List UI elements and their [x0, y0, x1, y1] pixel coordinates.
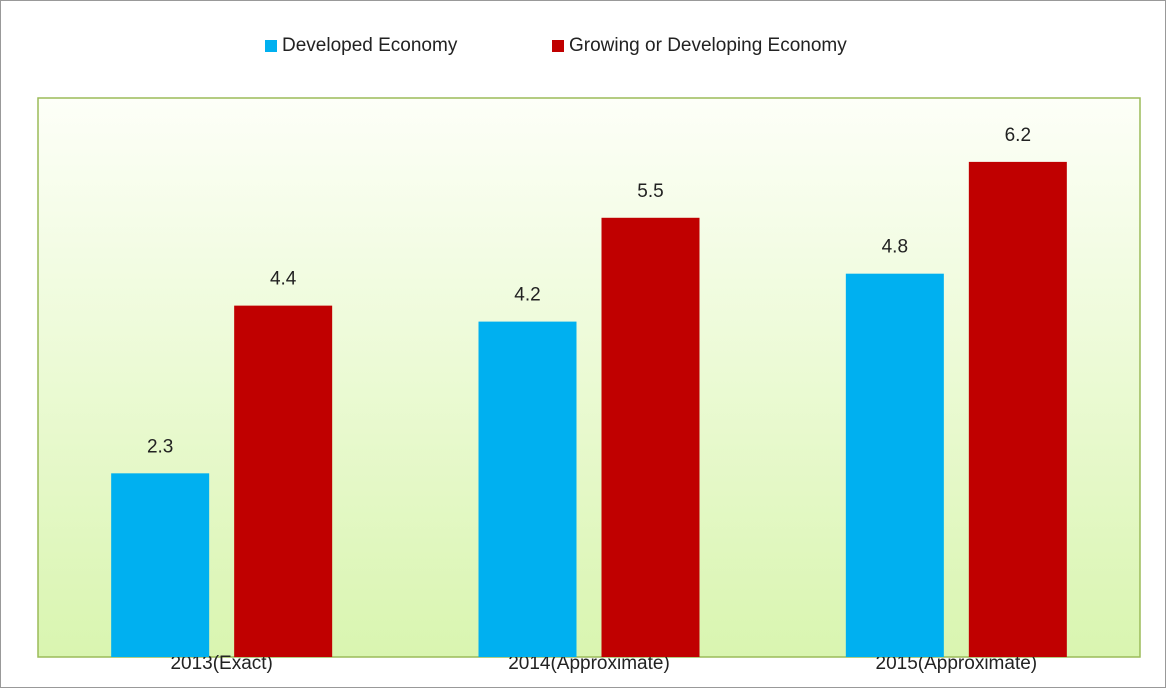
- value-label: 5.5: [637, 181, 663, 202]
- plot-area: [37, 97, 1141, 658]
- value-label: 4.2: [514, 285, 540, 306]
- bar: [845, 273, 944, 657]
- legend-swatch: [552, 40, 564, 52]
- legend-label: Growing or Developing Economy: [569, 35, 847, 56]
- bar: [111, 473, 210, 657]
- bar: [968, 161, 1067, 657]
- value-label: 2.3: [147, 436, 173, 457]
- value-label: 6.2: [1005, 125, 1031, 146]
- legend-swatch: [265, 40, 277, 52]
- x-tick-label: 2013(Exact): [170, 653, 272, 674]
- bar: [478, 321, 577, 657]
- x-tick-label: 2015(Approximate): [876, 653, 1038, 674]
- legend-label: Developed Economy: [282, 35, 458, 56]
- bar: [601, 217, 700, 658]
- value-label: 4.4: [270, 269, 297, 290]
- value-label: 4.8: [882, 237, 908, 258]
- bar: [234, 305, 333, 657]
- x-tick-label: 2014(Approximate): [508, 653, 670, 674]
